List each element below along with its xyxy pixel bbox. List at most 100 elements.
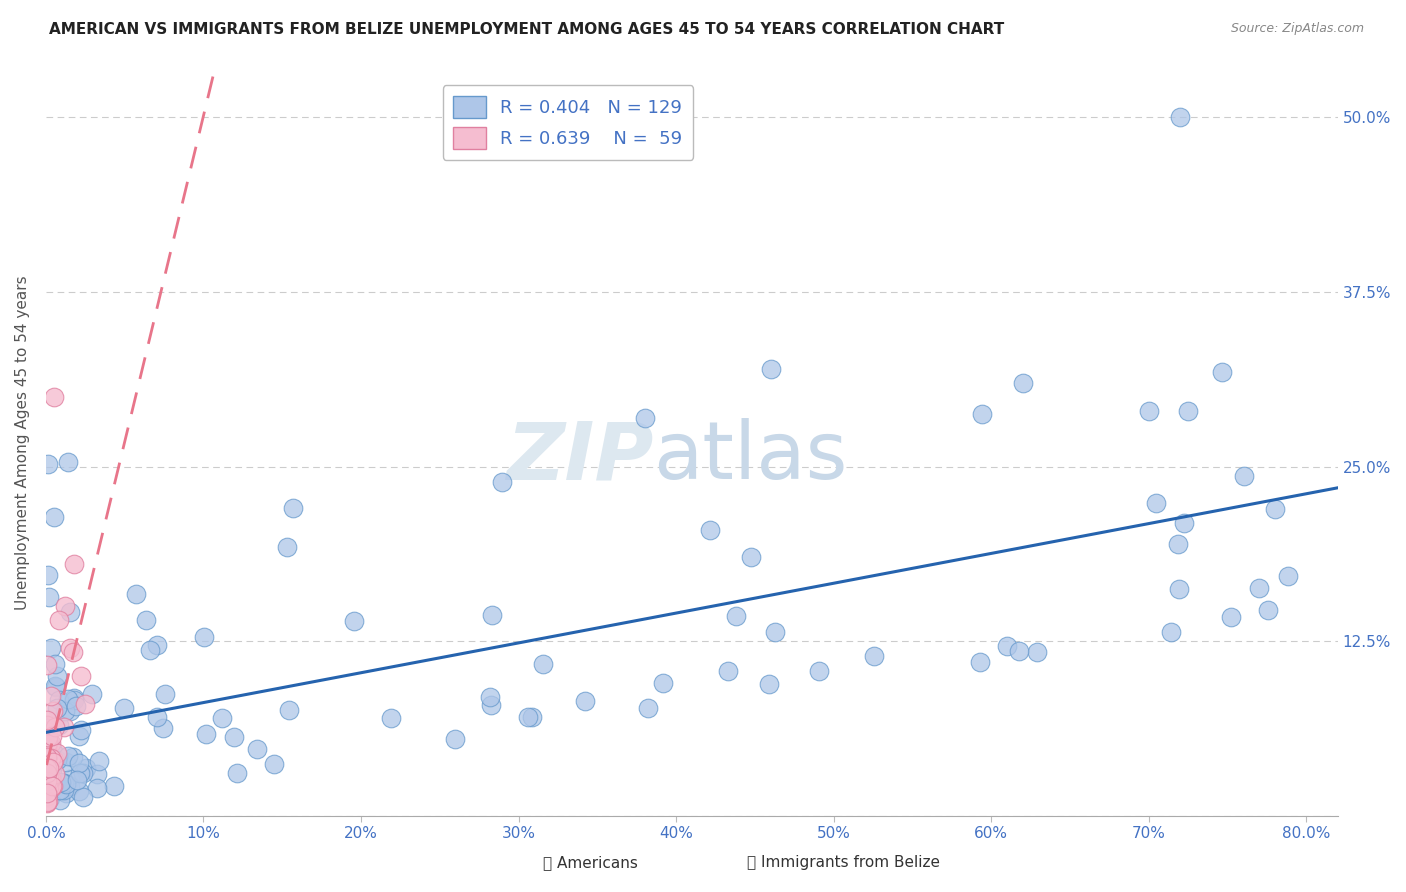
Point [42, 757, 65, 772]
Point [531, 657, 554, 671]
Point [37, 776, 59, 790]
Point [35, 769, 58, 783]
Point [37, 776, 59, 790]
Point [35, 745, 58, 759]
Point [72, 766, 94, 780]
Point [479, 698, 502, 713]
Point [45, 779, 67, 793]
Point [443, 732, 465, 747]
Point [38, 758, 60, 772]
Point [55, 755, 77, 769]
Point [41, 756, 63, 770]
Point [89, 754, 111, 768]
Point [38, 783, 60, 797]
Point [1264, 501, 1286, 516]
Point [48, 717, 70, 731]
Point [37, 786, 59, 800]
Point [37, 721, 59, 735]
Point [69, 669, 91, 683]
Point [277, 703, 299, 717]
Point [48, 783, 70, 797]
Point [49, 792, 72, 806]
Point [652, 676, 675, 690]
Point [970, 407, 993, 421]
Point [193, 631, 215, 645]
Point [52, 720, 75, 734]
Point [42, 704, 65, 718]
Point [59, 780, 82, 794]
Text: ZIP: ZIP [506, 418, 652, 496]
Point [44, 679, 66, 693]
Point [125, 587, 148, 601]
Point [37, 719, 59, 733]
Point [39, 736, 62, 750]
Point [37, 732, 59, 747]
Point [37, 780, 59, 794]
Point [45, 746, 67, 760]
Point [35, 786, 58, 800]
Point [146, 709, 169, 723]
Point [1177, 404, 1199, 418]
Point [146, 638, 169, 652]
Point [35, 789, 58, 803]
Point [39, 780, 62, 795]
Point [37, 794, 59, 808]
Point [1168, 582, 1191, 597]
Point [46, 783, 69, 797]
Point [52, 783, 75, 797]
Point [1232, 469, 1254, 483]
Point [717, 664, 740, 678]
Point [37, 768, 59, 782]
Point [1211, 365, 1233, 379]
Point [222, 731, 245, 745]
Point [62, 749, 84, 764]
Point [41, 641, 63, 656]
Point [491, 475, 513, 490]
Point [49, 775, 72, 789]
Point [1277, 569, 1299, 583]
Y-axis label: Unemployment Among Ages 45 to 54 years: Unemployment Among Ages 45 to 54 years [15, 275, 30, 609]
Point [45, 701, 67, 715]
Point [479, 690, 502, 705]
Point [35, 766, 58, 780]
Point [46, 753, 69, 767]
Point [39, 771, 62, 785]
Point [56, 748, 79, 763]
Point [39, 755, 62, 769]
Point [75, 697, 97, 711]
Point [38, 734, 60, 748]
Point [45, 680, 67, 694]
Point [38, 770, 60, 784]
Point [112, 700, 135, 714]
Text: AMERICAN VS IMMIGRANTS FROM BELIZE UNEMPLOYMENT AMONG AGES 45 TO 54 YEARS CORREL: AMERICAN VS IMMIGRANTS FROM BELIZE UNEMP… [49, 22, 1004, 37]
Point [226, 765, 249, 780]
Point [44, 657, 66, 671]
Point [35, 714, 58, 728]
Point [740, 550, 762, 565]
Point [59, 704, 82, 718]
Point [62, 645, 84, 659]
Point [67, 784, 90, 798]
Point [152, 721, 174, 735]
Point [38, 590, 60, 604]
Point [35, 782, 58, 797]
Point [45, 668, 67, 682]
Point [55, 777, 77, 791]
Point [35, 796, 58, 810]
Point [42, 756, 65, 770]
Text: Source: ZipAtlas.com: Source: ZipAtlas.com [1230, 22, 1364, 36]
Point [633, 410, 655, 425]
Point [35, 784, 58, 798]
Point [44, 767, 66, 781]
Point [139, 642, 162, 657]
Point [263, 757, 285, 772]
Point [37, 568, 59, 582]
Point [1144, 496, 1167, 510]
Point [283, 501, 305, 516]
Point [481, 607, 503, 622]
Point [59, 605, 82, 619]
Point [42, 756, 65, 771]
Point [39, 689, 62, 703]
Point [35, 774, 58, 789]
Point [41, 779, 63, 793]
